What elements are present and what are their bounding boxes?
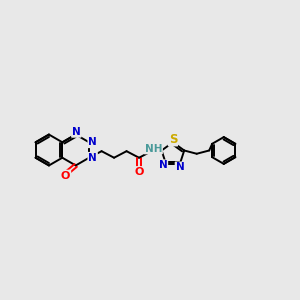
Text: O: O — [61, 171, 70, 181]
Text: N: N — [88, 153, 97, 163]
Text: S: S — [169, 133, 177, 146]
Text: NH: NH — [145, 143, 162, 154]
Text: N: N — [159, 160, 167, 170]
Text: N: N — [72, 127, 81, 137]
Text: O: O — [134, 167, 144, 177]
Text: N: N — [176, 162, 184, 172]
Text: N: N — [88, 137, 97, 147]
